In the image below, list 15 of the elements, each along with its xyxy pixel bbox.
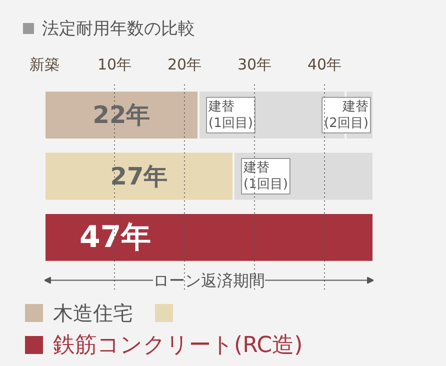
annotation: 建替 (2回目) — [324, 99, 369, 131]
x-tick-label: 40年 — [307, 56, 342, 74]
annotation: 建替 (1回目) — [242, 160, 288, 192]
data-label: 47年 — [80, 220, 152, 255]
annotation: 建替 (1回目) — [208, 99, 253, 131]
annotation: ローン返済期間 — [153, 270, 265, 290]
x-tick-label: 10年 — [97, 56, 132, 74]
data-label: 22年 — [92, 101, 150, 130]
x-tick-label: 20年 — [167, 56, 202, 74]
data-label: 27年 — [110, 162, 168, 190]
legend-label: 鉄筋コンクリート(RC造) — [53, 332, 303, 358]
x-tick-label: 30年 — [237, 56, 272, 74]
x-tick-label: 新築 — [30, 56, 60, 74]
legend-label: 木造住宅 — [53, 301, 133, 325]
chart-title: 法定耐用年数の比較 — [41, 18, 195, 41]
